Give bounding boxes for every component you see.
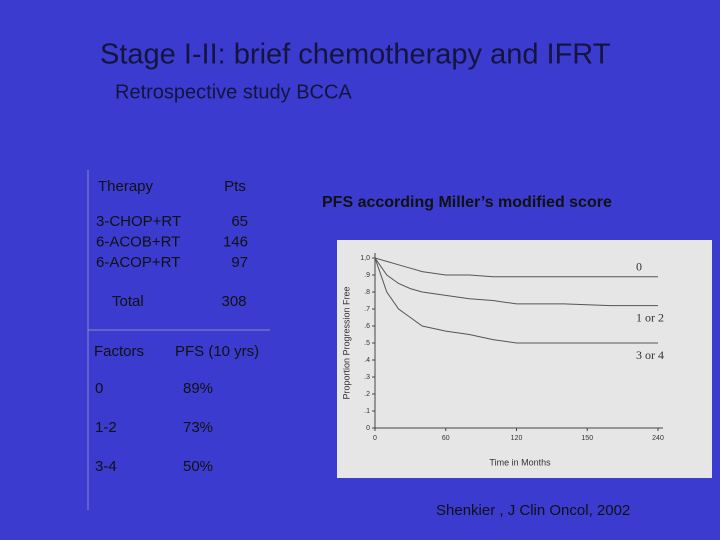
- table-cell: 65: [231, 213, 248, 230]
- table-cell: 3-4: [95, 458, 117, 475]
- y-tick-label: .7: [364, 306, 370, 313]
- table-cell: 89%: [183, 380, 213, 397]
- y-tick-label: .1: [364, 408, 370, 415]
- curve-label: 1 or 2: [636, 310, 664, 324]
- table-total: 308: [221, 293, 246, 310]
- subtitle: Retrospective study BCCA: [115, 81, 352, 103]
- plot-image: [337, 240, 712, 478]
- curve-label: 0: [636, 259, 642, 273]
- y-tick-label: .3: [364, 374, 370, 381]
- survival-curve: [374, 257, 658, 307]
- table-header: Therapy: [98, 178, 154, 195]
- y-tick-label: .9: [364, 272, 370, 279]
- survival-curve: [374, 257, 658, 278]
- table-cell: 146: [223, 233, 248, 250]
- table-cell: 50%: [183, 458, 213, 475]
- y-tick-label: .8: [364, 289, 370, 296]
- survival-curve: [374, 257, 658, 344]
- x-tick-label: 0: [373, 435, 377, 442]
- title: Stage I-II: brief chemotherapy and IFRT: [100, 39, 611, 71]
- table-header: Pts: [224, 178, 246, 195]
- x-axis-label: Time in Months: [489, 457, 551, 467]
- y-tick-label: .4: [364, 357, 370, 364]
- table-cell: 6-ACOB+RT: [96, 233, 180, 250]
- table-cell: 97: [231, 254, 248, 271]
- y-tick-label: .6: [364, 323, 370, 330]
- curve-label: 3 or 4: [636, 348, 664, 362]
- x-tick-label: 60: [442, 435, 450, 442]
- y-axis-label: Proportion Progression Free: [341, 286, 351, 399]
- table-cell: 0: [95, 380, 103, 397]
- x-tick-label: 120: [511, 435, 523, 442]
- table-header: PFS (10 yrs): [175, 343, 259, 360]
- y-tick-label: .2: [364, 391, 370, 398]
- table-header: Factors: [94, 343, 144, 360]
- x-tick-label: 150: [581, 435, 593, 442]
- table-cell: 6-ACOP+RT: [96, 254, 180, 271]
- y-tick-label: 0: [366, 425, 370, 432]
- y-tick-label: .5: [364, 340, 370, 347]
- citation: Shenkier , J Clin Oncol, 2002: [436, 502, 630, 519]
- table-cell: 73%: [183, 419, 213, 436]
- caption: PFS according Miller’s modified score: [322, 194, 612, 211]
- table-cell: 3-CHOP+RT: [96, 213, 181, 230]
- x-tick-label: 240: [652, 435, 664, 442]
- table-total: Total: [112, 293, 144, 310]
- y-tick-label: 1,0: [360, 255, 370, 262]
- table-cell: 1-2: [95, 419, 117, 436]
